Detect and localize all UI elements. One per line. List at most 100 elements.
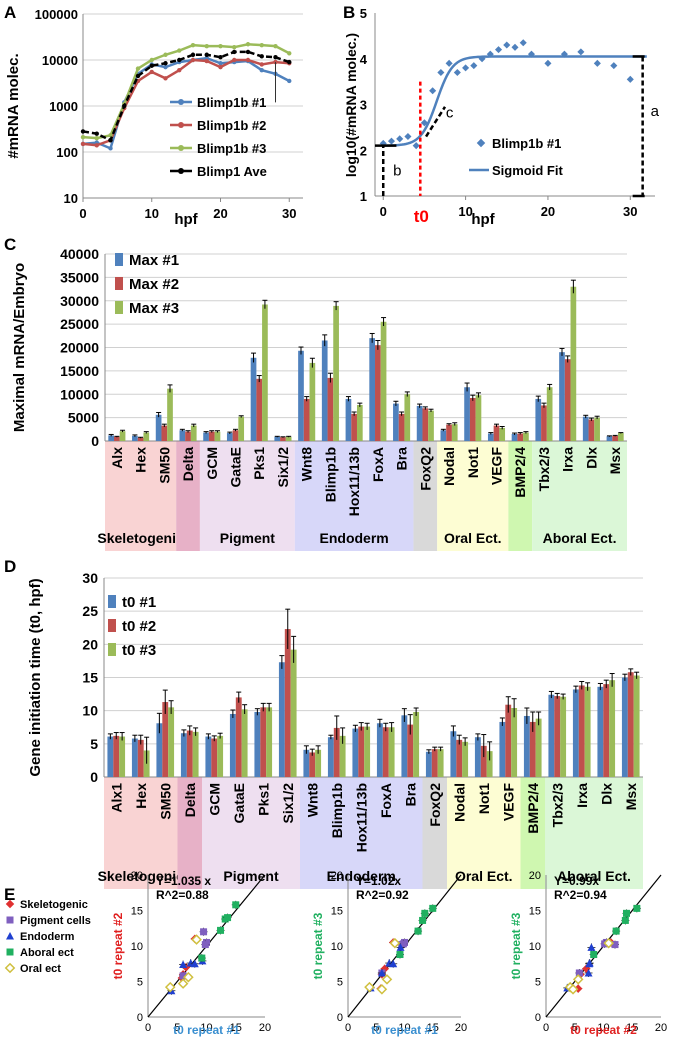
panel-e-point xyxy=(419,916,427,924)
panel-d-bar xyxy=(339,735,346,777)
panel-d-bar xyxy=(168,707,175,777)
panel-e-point xyxy=(164,981,176,993)
panel-b-xtick-label: 10 xyxy=(458,204,472,219)
panel-c-bar xyxy=(226,433,233,441)
panel-c-bar xyxy=(582,416,589,441)
panel-a-point xyxy=(177,68,182,73)
panel-c-bar xyxy=(203,432,209,441)
panel-e-point xyxy=(389,937,401,949)
panel-c-bar xyxy=(256,378,263,441)
panel-d-category-label: Six1/2 xyxy=(280,783,296,824)
panel-b-point xyxy=(560,50,568,58)
panel-d-bar xyxy=(254,711,261,777)
panel-c-letter: C xyxy=(4,235,16,254)
panel-d-ytick-label: 5 xyxy=(90,736,98,752)
panel-d-bar xyxy=(407,724,414,777)
panel-c-bar xyxy=(232,430,239,441)
panel-e-point xyxy=(621,916,629,924)
panel-e-ytick-label: 5 xyxy=(337,977,343,989)
panel-e-r2: R^2=0.94 xyxy=(554,888,607,902)
panel-d-category-label: Nodal xyxy=(451,783,467,822)
panel-a-point xyxy=(218,55,223,60)
panel-b-t0-label: t0 xyxy=(414,207,429,226)
panel-b-legend-label: Sigmoid Fit xyxy=(492,163,563,178)
panel-d-legend-label: t0 #1 xyxy=(122,594,156,611)
panel-c-category-label: Wnt8 xyxy=(299,447,315,481)
panel-e-point xyxy=(198,954,206,962)
panel-d-bar xyxy=(156,723,163,777)
panel-b-ytick-label: 5 xyxy=(360,6,367,21)
panel-e-point xyxy=(377,968,386,977)
panel-c-legend-swatch xyxy=(115,277,123,290)
panel-c-ytick-label: 35000 xyxy=(60,269,99,285)
panel-d-bar xyxy=(241,709,248,777)
panel-e-point xyxy=(200,928,208,936)
panel-a-point xyxy=(218,64,223,70)
panel-d-category-label: Delta xyxy=(182,783,198,817)
panel-e-point xyxy=(414,927,422,935)
panel-b-point xyxy=(420,119,428,127)
panel-e-legend-marker xyxy=(4,962,16,974)
panel-b-point xyxy=(544,59,552,67)
panel-c-category-label: Six1/2 xyxy=(275,447,291,488)
panel-c-bar xyxy=(280,437,286,441)
panel-d-category-label: Alx1 xyxy=(108,783,124,813)
panel-d-legend-swatch xyxy=(108,595,116,608)
panel-d-ytick-label: 10 xyxy=(82,703,98,719)
panel-a-ytick-label: 100 xyxy=(56,145,78,160)
panel-e-legend-label: Oral ect xyxy=(20,963,61,975)
panel-c-category-label: Tbx2/3 xyxy=(536,447,552,492)
panel-b-point xyxy=(412,142,420,150)
panel-e-point xyxy=(177,978,189,989)
panel-d-category-label: FoxQ2 xyxy=(427,783,443,827)
panel-e-xlabel: t0 repeat #2 xyxy=(570,1023,637,1037)
panel-d-legend-swatch xyxy=(108,619,116,632)
panel-b-point xyxy=(593,59,601,67)
panel-d-bar xyxy=(462,741,469,777)
panel-a-point xyxy=(80,134,86,140)
panel-d-ytick-label: 0 xyxy=(90,769,98,785)
panel-b-point xyxy=(429,87,437,95)
panel-c-category-label: Alx xyxy=(109,447,125,469)
panel-a-series-line xyxy=(82,42,290,140)
panel-c-category-label: Dlx xyxy=(583,447,599,469)
panel-a-legend-marker xyxy=(178,145,184,151)
panel-e-point xyxy=(376,984,388,995)
panel-d-letter: D xyxy=(4,557,16,576)
panel-e-legend-label: Aboral ect xyxy=(20,947,74,959)
panel-c-bar xyxy=(190,425,197,441)
panel-e-point xyxy=(590,951,598,959)
panel-c-legend-label: Max #3 xyxy=(129,300,179,317)
panel-c-ytick-label: 40000 xyxy=(60,246,99,262)
panel-c-bar xyxy=(446,424,452,441)
panel-e-legend-label: Skeletogenic xyxy=(20,899,88,911)
panel-d-bar xyxy=(186,730,193,777)
panel-d-bar xyxy=(217,735,224,777)
panel-c-bar xyxy=(451,424,458,441)
panel-b-legend-marker xyxy=(476,138,486,148)
panel-c-bar xyxy=(161,425,168,441)
panel-d-bar xyxy=(119,736,126,777)
panel-d-category-label: SM50 xyxy=(157,783,173,820)
panel-d-group-label: Skeletogenic xyxy=(98,868,185,884)
panel-a-point xyxy=(245,57,251,63)
panel-b-label-c: c xyxy=(446,104,454,121)
panel-e-xtick-label: 5 xyxy=(572,1022,578,1034)
panel-e-point xyxy=(612,927,620,935)
panel-e-legend-marker xyxy=(6,932,14,940)
panel-c-bar xyxy=(380,321,387,441)
panel-e-ytick-label: 0 xyxy=(137,1012,143,1024)
panel-e-xtick-label: 0 xyxy=(345,1022,351,1034)
panel-e-xtick-label: 15 xyxy=(230,1022,242,1034)
panel-d-bar xyxy=(290,649,297,777)
panel-d-group-label: Endoderm xyxy=(327,868,396,884)
panel-d-bar xyxy=(327,737,334,777)
panel-a-point xyxy=(287,78,292,84)
panel-b-ylabel: log10(#mRNA molec.) xyxy=(343,33,359,177)
panel-a-point xyxy=(108,138,113,143)
panel-e-xtick-label: 5 xyxy=(174,1022,180,1034)
panel-d-bar xyxy=(192,731,199,777)
panel-c-bar xyxy=(179,430,186,441)
panel-e-legend-label: Pigment cells xyxy=(20,915,91,927)
